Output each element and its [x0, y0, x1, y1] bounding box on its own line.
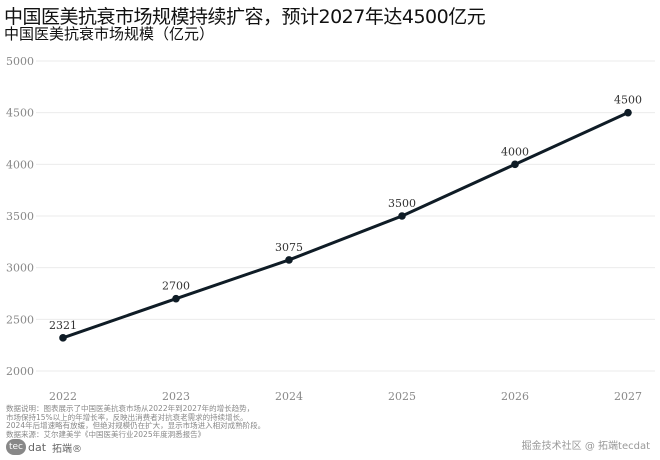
y-tick-label: 2000	[6, 365, 34, 378]
note-line: 数据说明：图表展示了中国医美抗衰市场从2022年到2027年的增长趋势，	[6, 404, 255, 413]
data-point	[398, 212, 406, 220]
data-label: 2700	[162, 280, 190, 293]
x-axis: 2022 2023 2024 2025 2026 2027	[49, 390, 642, 403]
brand-logo: tec dat 拓端®	[6, 439, 82, 455]
y-tick-label: 2500	[6, 313, 34, 326]
logo-cn: 拓端®	[52, 443, 83, 455]
watermark: 掘金技术社区 @ 拓端tecdat	[521, 441, 650, 452]
data-note: 数据说明：图表展示了中国医美抗衰市场从2022年到2027年的增长趋势， 市场保…	[6, 404, 336, 439]
y-tick-label: 3000	[6, 262, 34, 275]
x-tick-label: 2022	[49, 390, 77, 403]
x-tick-label: 2024	[275, 390, 303, 403]
gridlines	[36, 60, 655, 372]
data-point	[172, 294, 180, 303]
data-label: 2321	[49, 319, 77, 332]
data-point	[624, 108, 632, 117]
data-line	[62, 111, 629, 340]
logo-mark: tec	[6, 439, 26, 455]
data-points	[59, 108, 632, 342]
data-label: 4000	[501, 145, 529, 158]
note-line: 2024年后增速略有放缓，但绝对规模仍在扩大，显示市场进入相对成熟阶段。	[6, 421, 266, 430]
y-axis: 2000 2500 3000 3500 4000 4500 5000	[6, 55, 34, 378]
x-tick-label: 2025	[388, 390, 416, 403]
logo-text: dat	[28, 440, 47, 454]
data-label: 3075	[275, 241, 303, 254]
data-point	[511, 160, 519, 169]
data-point	[59, 334, 67, 342]
note-source: 数据来源：艾尔建美学《中国医美行业2025年度洞悉报告》	[6, 429, 206, 439]
x-tick-label: 2026	[501, 390, 529, 403]
data-point	[285, 256, 293, 264]
data-labels: 2321 2700 3075 3500 4000 4500	[49, 94, 642, 332]
note-line: 市场保持15%以上的年增长率，反映出消费者对抗衰老需求的持续增长。	[6, 412, 248, 422]
data-label: 4500	[614, 94, 642, 107]
y-tick-label: 4500	[6, 107, 34, 120]
y-tick-label: 4000	[6, 158, 34, 171]
x-tick-label: 2023	[162, 390, 190, 403]
chart-title: 中国医美抗衰市场规模持续扩容，预计2027年达4500亿元	[4, 6, 486, 28]
y-tick-label: 5000	[6, 55, 34, 68]
chart-subtitle: 中国医美抗衰市场规模（亿元）	[4, 25, 215, 43]
y-tick-label: 3500	[6, 210, 34, 223]
x-tick-label: 2027	[614, 390, 642, 403]
data-label: 3500	[388, 197, 416, 210]
